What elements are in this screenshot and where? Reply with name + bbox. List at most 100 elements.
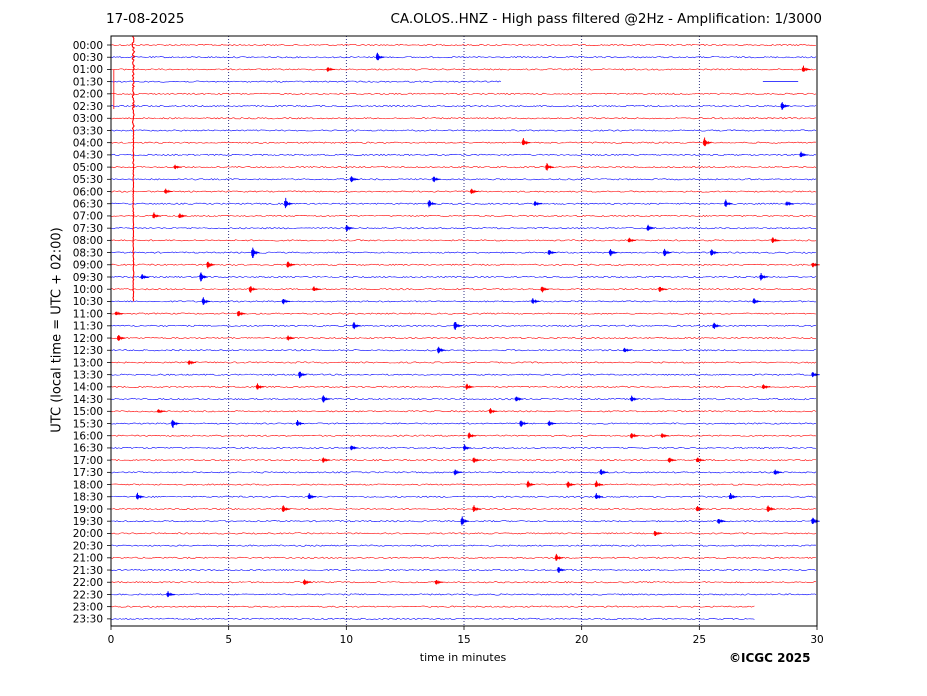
seismic-event bbox=[695, 457, 705, 463]
seismic-event bbox=[236, 310, 246, 317]
x-tick-label: 15 bbox=[457, 634, 470, 646]
x-tick-label: 0 bbox=[108, 634, 115, 646]
seismic-event bbox=[521, 138, 531, 146]
seismic-event bbox=[773, 469, 783, 475]
seismic-trace bbox=[110, 275, 817, 279]
seismic-event bbox=[622, 347, 632, 353]
seismic-event bbox=[533, 201, 543, 207]
seismic-event bbox=[801, 65, 811, 72]
y-tick-label: 20:00 bbox=[73, 528, 103, 540]
seismic-event bbox=[135, 492, 145, 500]
seismic-trace bbox=[110, 104, 817, 108]
seismic-event bbox=[434, 579, 444, 585]
x-axis-label: time in minutes bbox=[419, 651, 507, 664]
seismic-trace bbox=[110, 153, 817, 156]
y-tick-label: 19:00 bbox=[73, 504, 103, 516]
seismic-event bbox=[662, 248, 672, 257]
seismic-event bbox=[462, 444, 472, 451]
seismic-trace bbox=[110, 495, 817, 498]
seismic-trace bbox=[110, 349, 817, 352]
seismic-event bbox=[712, 322, 721, 330]
seismic-event bbox=[460, 516, 470, 526]
y-tick-label: 13:30 bbox=[73, 369, 103, 381]
y-tick-label: 16:00 bbox=[73, 431, 103, 443]
seismic-trace bbox=[110, 288, 817, 291]
y-tick-label: 02:30 bbox=[73, 101, 103, 113]
seismic-trace bbox=[110, 43, 817, 47]
seismic-event bbox=[432, 176, 441, 183]
seismic-event bbox=[752, 298, 761, 304]
y-tick-label: 04:30 bbox=[73, 150, 103, 162]
seismic-trace bbox=[110, 398, 817, 401]
seismic-event bbox=[695, 506, 705, 512]
seismic-event bbox=[298, 371, 307, 379]
y-tick-label: 01:00 bbox=[73, 64, 103, 76]
y-tick-label: 06:30 bbox=[73, 199, 103, 211]
seismic-trace bbox=[110, 190, 817, 193]
seismic-event bbox=[594, 493, 604, 500]
seismic-trace bbox=[110, 80, 502, 83]
seismic-trace bbox=[110, 300, 817, 303]
y-tick-label: 09:00 bbox=[73, 260, 103, 272]
seismic-event bbox=[811, 262, 820, 268]
y-tick-label: 00:00 bbox=[73, 40, 103, 52]
seismic-trace bbox=[110, 227, 817, 230]
seismic-event bbox=[281, 298, 291, 305]
seismic-event bbox=[199, 272, 208, 282]
seismic-event bbox=[281, 505, 291, 512]
seismic-event bbox=[629, 433, 639, 439]
y-tick-label: 01:30 bbox=[73, 76, 103, 88]
y-tick-label: 07:30 bbox=[73, 223, 103, 235]
y-tick-label: 10:00 bbox=[73, 284, 103, 296]
y-tick-label: 03:30 bbox=[73, 125, 103, 137]
seismic-event bbox=[453, 469, 463, 476]
y-tick-label: 21:00 bbox=[73, 553, 103, 565]
seismic-trace bbox=[110, 141, 817, 144]
seismic-trace bbox=[110, 581, 817, 584]
seismic-event bbox=[646, 224, 656, 231]
y-tick-label: 19:30 bbox=[73, 516, 103, 528]
seismic-event bbox=[594, 480, 604, 488]
y-tick-label: 22:30 bbox=[73, 589, 103, 601]
y-tick-label: 14:00 bbox=[73, 382, 103, 394]
seismic-event bbox=[811, 517, 820, 525]
seismic-event bbox=[295, 420, 305, 426]
seismic-trace bbox=[110, 544, 817, 547]
seismic-trace bbox=[110, 324, 817, 327]
seismic-event bbox=[187, 360, 197, 365]
y-tick-label: 00:30 bbox=[73, 52, 103, 64]
seismic-event bbox=[799, 151, 808, 158]
seismic-trace bbox=[110, 556, 817, 559]
seismic-trace bbox=[110, 434, 817, 437]
seismic-event bbox=[286, 335, 295, 341]
seismic-trace bbox=[110, 166, 817, 169]
y-tick-label: 05:30 bbox=[73, 174, 103, 186]
seismic-event bbox=[156, 409, 166, 414]
y-tick-label: 16:30 bbox=[73, 443, 103, 455]
seismic-event bbox=[653, 531, 663, 537]
y-tick-label: 09:30 bbox=[73, 272, 103, 284]
seismic-event bbox=[557, 567, 566, 574]
seismic-trace bbox=[110, 459, 817, 462]
seismic-trace bbox=[110, 532, 817, 535]
seismic-event bbox=[345, 225, 354, 232]
seismic-event bbox=[531, 298, 540, 304]
seismic-trace bbox=[110, 410, 817, 413]
y-tick-label: 23:30 bbox=[73, 614, 103, 626]
y-tick-label: 02:00 bbox=[73, 89, 103, 101]
seismic-trace bbox=[110, 251, 817, 254]
seismic-event bbox=[660, 433, 670, 438]
seismic-event bbox=[312, 286, 321, 292]
y-tick-label: 06:00 bbox=[73, 186, 103, 198]
seismic-event bbox=[469, 188, 479, 194]
large-earthquake-signal bbox=[131, 35, 136, 302]
x-tick-label: 10 bbox=[340, 634, 353, 646]
seismic-event bbox=[785, 201, 794, 206]
y-tick-label: 10:30 bbox=[73, 296, 103, 308]
seismic-event bbox=[173, 164, 182, 170]
y-tick-label: 17:30 bbox=[73, 467, 103, 479]
seismic-event bbox=[178, 213, 187, 219]
seismic-event bbox=[658, 286, 667, 292]
y-tick-label: 11:30 bbox=[73, 321, 103, 333]
